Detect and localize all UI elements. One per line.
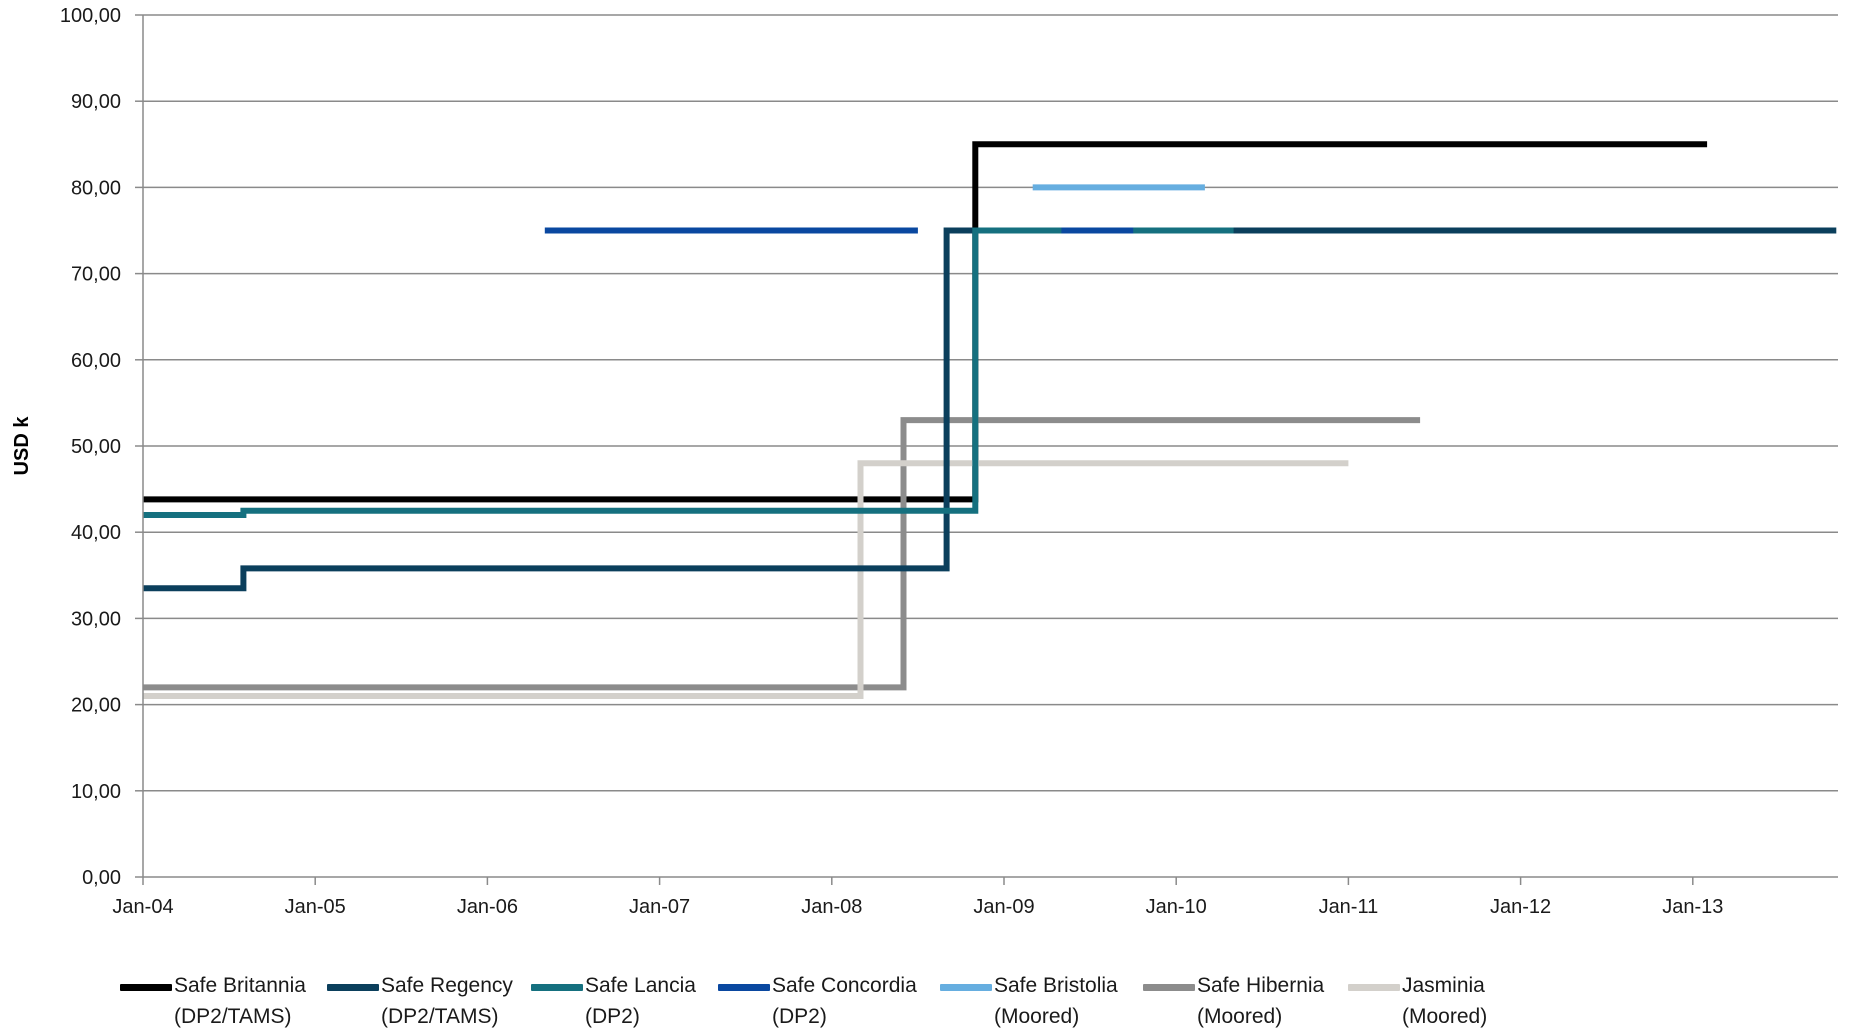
legend-label: Safe Hibernia (Moored) (1197, 974, 1325, 1028)
legend-label: Safe Regency (DP2/TAMS) (381, 974, 513, 1028)
y-tick-label: 50,00 (71, 436, 121, 458)
series-line-safe-regency (143, 227, 1837, 592)
x-tick-label: Jan-06 (457, 896, 518, 918)
legend-label: Safe Concordia (DP2) (772, 974, 917, 1028)
y-tick-label: 80,00 (71, 177, 121, 199)
legend-label: Safe Bristolia (Moored) (994, 974, 1118, 1028)
series-lines (143, 141, 1837, 699)
y-tick-label: 10,00 (71, 781, 121, 803)
axes (142, 15, 1838, 878)
x-tick-label: Jan-11 (1319, 896, 1379, 918)
legend-label: Jasminia (Moored) (1402, 974, 1488, 1028)
legend: Safe Britannia (DP2/TAMS) Safe Regency (D… (120, 970, 1840, 1030)
legend-swatch (1348, 984, 1400, 991)
y-tick-label: 90,00 (71, 91, 121, 113)
legend-swatch (1143, 984, 1195, 991)
legend-item-safe-hibernia: Safe Hibernia (Moored) (1143, 970, 1324, 1032)
y-tick-label: 20,00 (71, 695, 121, 717)
legend-label: Safe Lancia (DP2) (585, 974, 696, 1028)
legend-item-safe-regency: Safe Regency (DP2/TAMS) (327, 970, 513, 1032)
y-tick-label: 30,00 (71, 608, 121, 630)
x-tick-label: Jan-08 (801, 896, 862, 918)
series-line-jasminia (143, 460, 1349, 699)
legend-item-safe-lancia: Safe Lancia (DP2) (531, 970, 696, 1032)
legend-swatch (940, 984, 992, 991)
x-tick-labels: Jan-04 Jan-05 Jan-06 Jan-07 Jan-08 Jan-09 Jan-… (112, 877, 1723, 918)
x-tick-label: Jan-10 (1146, 896, 1207, 918)
legend-item-safe-concordia: Safe Concordia (DP2) (718, 970, 917, 1032)
y-tick-label: 100,00 (60, 5, 121, 27)
x-tick-label: Jan-04 (112, 896, 173, 918)
y-tick-label: 40,00 (71, 522, 121, 544)
series-line-safe-lancia (143, 227, 1234, 518)
y-axis-title: USD k (11, 416, 33, 476)
y-tick-label: 70,00 (71, 264, 121, 286)
series-line-safe-hibernia (143, 417, 1421, 691)
x-tick-label: Jan-13 (1662, 896, 1723, 918)
legend-item-safe-bristolia: Safe Bristolia (Moored) (940, 970, 1118, 1032)
legend-swatch (120, 984, 172, 991)
x-tick-label: Jan-07 (629, 896, 690, 918)
y-tick-label: 0,00 (82, 867, 121, 889)
x-tick-label: Jan-05 (285, 896, 346, 918)
legend-swatch (327, 984, 379, 991)
legend-item-safe-britannia: Safe Britannia (DP2/TAMS) (120, 970, 306, 1032)
y-tick-label: 60,00 (71, 350, 121, 372)
legend-swatch (718, 984, 770, 991)
legend-item-jasminia: Jasminia (Moored) (1348, 970, 1487, 1032)
legend-label: Safe Britannia (DP2/TAMS) (174, 974, 306, 1028)
x-tick-label: Jan-09 (973, 896, 1034, 918)
gridlines (135, 14, 1838, 878)
x-tick-label: Jan-12 (1490, 896, 1551, 918)
legend-swatch (531, 984, 583, 991)
y-tick-labels: 0,00 10,00 20,00 30,00 40,00 50,00 60,00 70,00 8… (60, 5, 121, 889)
